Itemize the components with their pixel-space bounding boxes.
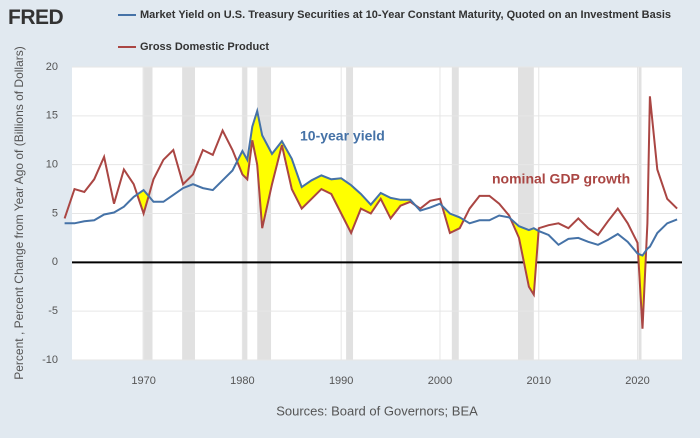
x-tick-label: 1990 [329,375,353,387]
y-tick-label: 15 [46,110,58,122]
x-tick-label: 1980 [230,375,254,387]
annotation: nominal GDP growth [492,171,630,187]
y-tick-label: 10 [46,159,58,171]
x-tick-label: 2020 [625,375,649,387]
y-axis-label: Percent , Percent Change from Year Ago o… [12,46,26,380]
x-tick-label: 2010 [527,375,551,387]
source: Sources: Board of Governors; BEA [276,403,478,418]
annotation: 10-year yield [300,128,385,144]
y-tick-label: -5 [48,305,58,317]
fred-logo: FRED [8,6,64,29]
y-tick-label: 5 [52,207,58,219]
y-tick-label: -10 [42,354,58,366]
y-tick-label: 0 [52,256,58,268]
x-tick-label: 2000 [428,375,452,387]
legend-swatch [118,14,136,16]
y-tick-label: 20 [46,61,58,73]
legend-label: Market Yield on U.S. Treasury Securities… [140,9,672,21]
legend-entry: Gross Domestic Product [118,40,678,54]
x-tick-label: 1970 [131,375,155,387]
legend-label: Gross Domestic Product [140,41,269,53]
legend-swatch [118,46,136,48]
series-line [64,107,678,257]
legend-entry: Market Yield on U.S. Treasury Securities… [118,8,678,22]
series-line [63,96,678,329]
